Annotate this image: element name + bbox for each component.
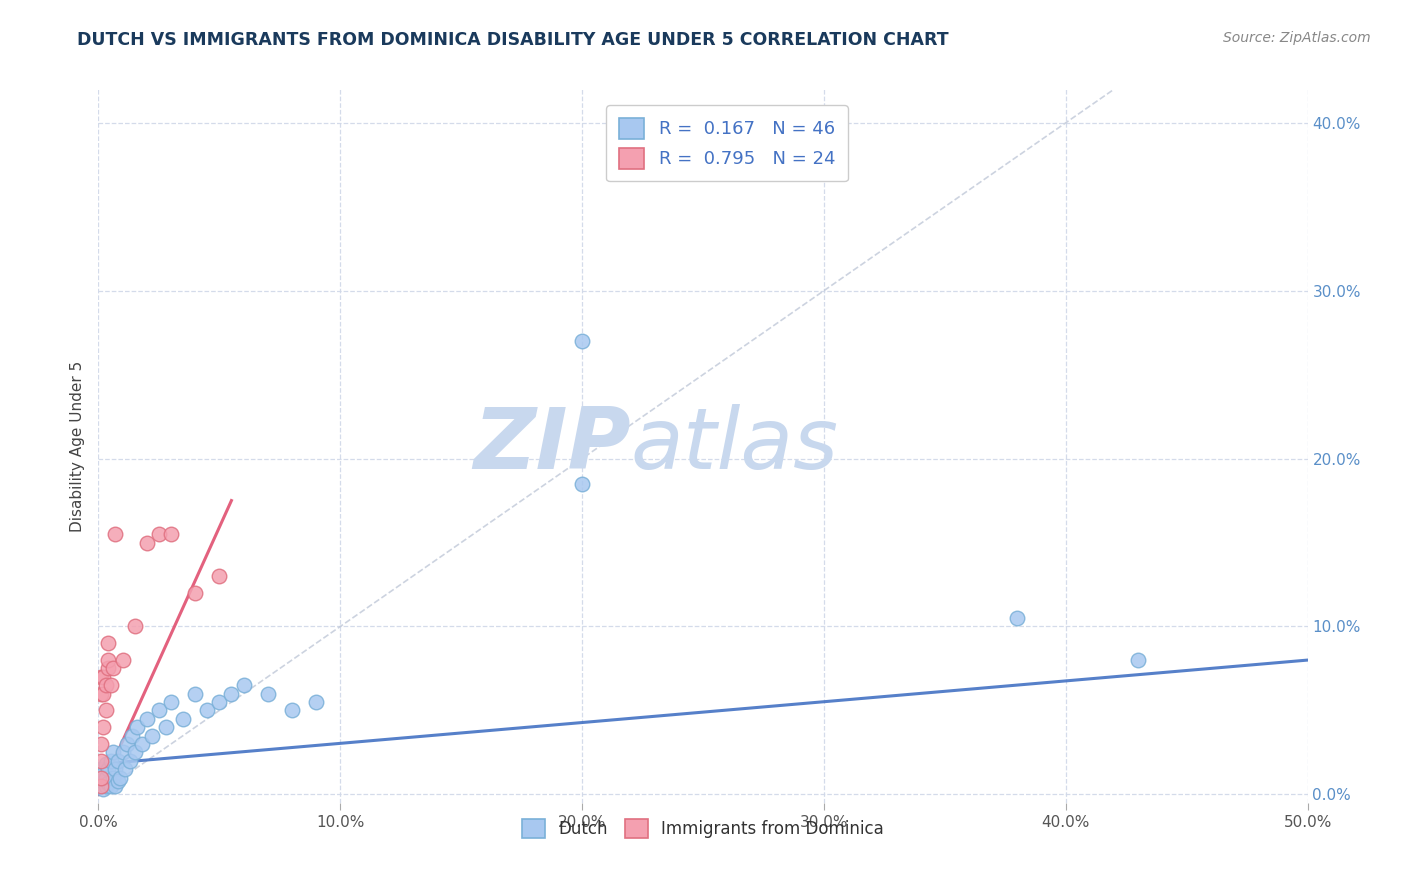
Point xyxy=(90,771,112,785)
Point xyxy=(97,653,120,667)
Point xyxy=(100,678,122,692)
Point xyxy=(135,535,157,549)
Point xyxy=(90,754,112,768)
Point xyxy=(118,754,141,768)
Point xyxy=(131,737,153,751)
Point xyxy=(101,661,124,675)
Text: Source: ZipAtlas.com: Source: ZipAtlas.com xyxy=(1223,31,1371,45)
Point xyxy=(256,687,278,701)
Point xyxy=(1128,653,1150,667)
Point xyxy=(232,678,254,692)
Point xyxy=(91,782,114,797)
Point xyxy=(90,762,112,776)
Text: ZIP: ZIP xyxy=(472,404,630,488)
Point xyxy=(135,712,157,726)
Point xyxy=(90,687,112,701)
Point xyxy=(97,636,120,650)
Point xyxy=(94,703,117,717)
Point xyxy=(104,779,127,793)
Point xyxy=(124,746,146,760)
Point xyxy=(141,729,163,743)
Point xyxy=(90,779,112,793)
Point xyxy=(90,737,112,751)
Text: DUTCH VS IMMIGRANTS FROM DOMINICA DISABILITY AGE UNDER 5 CORRELATION CHART: DUTCH VS IMMIGRANTS FROM DOMINICA DISABI… xyxy=(77,31,949,49)
Point xyxy=(221,687,243,701)
Text: atlas: atlas xyxy=(630,404,838,488)
Point xyxy=(111,746,134,760)
Point xyxy=(91,670,114,684)
Point xyxy=(148,703,170,717)
Y-axis label: Disability Age Under 5: Disability Age Under 5 xyxy=(69,360,84,532)
Point xyxy=(127,720,149,734)
Point xyxy=(94,757,117,772)
Point xyxy=(121,729,143,743)
Point xyxy=(107,774,129,789)
Point xyxy=(208,569,231,583)
Point xyxy=(195,703,218,717)
Point xyxy=(111,653,134,667)
Point xyxy=(91,720,114,734)
Point xyxy=(208,695,231,709)
Point xyxy=(90,779,112,793)
Point xyxy=(281,703,304,717)
Point xyxy=(184,687,207,701)
Point xyxy=(90,771,112,785)
Point xyxy=(97,661,120,675)
Point xyxy=(100,779,122,793)
Point xyxy=(571,334,593,348)
Point xyxy=(305,695,328,709)
Point xyxy=(184,586,207,600)
Point xyxy=(101,771,124,785)
Point xyxy=(155,720,177,734)
Point xyxy=(104,762,127,776)
Point xyxy=(571,476,593,491)
Point xyxy=(107,754,129,768)
Point xyxy=(91,687,114,701)
Point xyxy=(94,771,117,785)
Point xyxy=(94,678,117,692)
Point xyxy=(114,762,136,776)
Point xyxy=(172,712,194,726)
Point xyxy=(90,670,112,684)
Point xyxy=(160,527,183,541)
Point xyxy=(91,774,114,789)
Point xyxy=(148,527,170,541)
Point xyxy=(97,775,120,789)
Point xyxy=(108,771,131,785)
Point xyxy=(94,779,117,793)
Point xyxy=(100,754,122,768)
Legend: Dutch, Immigrants from Dominica: Dutch, Immigrants from Dominica xyxy=(512,809,894,848)
Point xyxy=(97,762,120,776)
Point xyxy=(104,527,127,541)
Point xyxy=(124,619,146,633)
Point xyxy=(1007,611,1029,625)
Point xyxy=(160,695,183,709)
Point xyxy=(91,767,114,781)
Point xyxy=(101,746,124,760)
Point xyxy=(117,737,139,751)
